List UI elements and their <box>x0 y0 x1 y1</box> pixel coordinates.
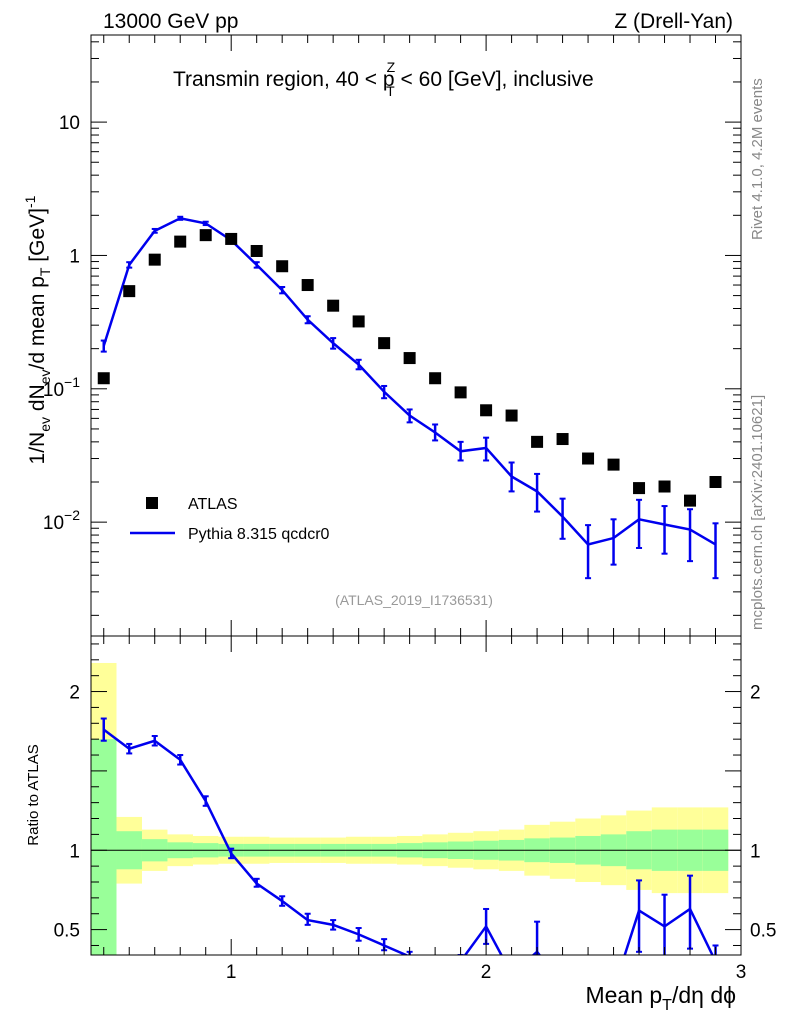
ratio-band-inner <box>91 739 117 955</box>
main-y-tick-label: 1 <box>69 246 80 267</box>
main-plot-title: Transmin region, 40 < pZ T < 60 [GeV], in… <box>173 59 594 99</box>
atlas-data-point <box>225 232 238 245</box>
atlas-data-point <box>97 372 110 385</box>
main-y-tick-label: 10−2 <box>43 507 80 534</box>
ratio-plot-area: 1 2 30.5 0.51 12 2 <box>54 635 776 983</box>
atlas-data-point <box>148 253 161 266</box>
main-y-axis-label: 1/Nev dNev/d mean pT [GeV]-1 <box>22 195 53 464</box>
atlas-data-point <box>531 435 544 448</box>
x-axis-label: Mean pT/dη dϕ <box>585 982 736 1014</box>
main-y-tick-label: 10−1 <box>43 374 80 401</box>
ratio-y-tick-label: 0.5 <box>54 921 80 942</box>
ratio-y-tick-label-right: 2 <box>750 683 761 704</box>
ratio-y-tick-label: 2 <box>69 683 80 704</box>
ratio-y-axis-label: Ratio to ATLAS <box>25 744 42 845</box>
atlas-data-point <box>250 244 263 257</box>
x-tick-label: 2 <box>481 962 492 983</box>
legend-mc-label: Pythia 8.315 qcdcr0 <box>188 526 330 543</box>
atlas-data-point <box>480 404 493 417</box>
atlas-data-point <box>556 433 569 446</box>
ratio-y-tick-label: 1 <box>69 841 80 862</box>
ratio-mc-series <box>100 717 719 955</box>
ratio-y-tick-label-right: 0.5 <box>750 921 776 942</box>
ratio-y-tick-label-right: 1 <box>750 841 761 862</box>
atlas-data-point <box>454 386 467 399</box>
atlas-data-point <box>505 409 518 422</box>
atlas-data-point <box>607 458 620 471</box>
rivet-version-label: Rivet 4.1.0, 4.2M events <box>749 78 766 240</box>
atlas-data-point <box>199 229 212 242</box>
main-frame <box>90 34 742 637</box>
analysis-id-label: (ATLAS_2019_I1736531) <box>335 592 493 608</box>
energy-label: 13000 GeV pp <box>103 10 238 33</box>
main-plot-area: 10−2 10−1 1 10 <box>43 34 742 637</box>
ratio-frame <box>90 635 742 956</box>
atlas-data-point <box>658 480 671 493</box>
atlas-data-point <box>327 299 340 312</box>
atlas-data-point <box>174 235 187 248</box>
x-tick-label: 3 <box>736 962 747 983</box>
x-tick-label: 1 <box>226 962 237 983</box>
mcplots-label: mcplots.cern.ch [arXiv:2401.10621] <box>749 395 766 630</box>
atlas-data-point <box>403 352 416 365</box>
legend-data-label: ATLAS <box>188 496 238 513</box>
atlas-data-point <box>352 315 365 328</box>
legend: ATLAS Pythia 8.315 qcdcr0 <box>130 496 330 543</box>
atlas-data-point <box>301 279 314 292</box>
atlas-data-point <box>276 260 289 273</box>
main-y-tick-label: 10 <box>59 113 80 134</box>
atlas-data-point <box>378 337 391 350</box>
atlas-data-point <box>684 494 697 507</box>
atlas-data-point <box>633 482 646 495</box>
atlas-data-point <box>582 452 595 465</box>
process-label: Z (Drell-Yan) <box>614 10 733 33</box>
legend-data-marker <box>146 497 158 509</box>
atlas-data-point <box>123 285 136 298</box>
ratio-bands <box>91 662 729 955</box>
atlas-data-point <box>429 372 442 385</box>
atlas-data-point <box>709 475 722 488</box>
